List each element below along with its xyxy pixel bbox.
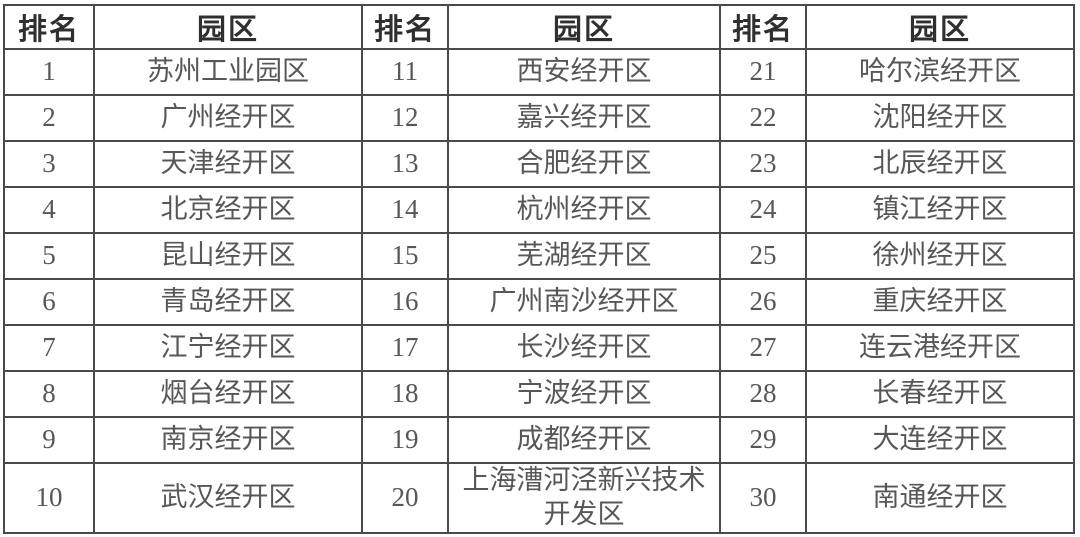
- rank-cell: 30: [719, 462, 807, 534]
- rank-cell: 14: [361, 186, 449, 234]
- table-row: 3 天津经开区 13 合肥经开区 23 北辰经开区: [3, 140, 1075, 188]
- rank-cell: 26: [719, 278, 807, 326]
- rank-header: 排名: [361, 4, 449, 50]
- table-row: 1 苏州工业园区 11 西安经开区 21 哈尔滨经开区: [3, 48, 1075, 96]
- table-row: 2 广州经开区 12 嘉兴经开区 22 沈阳经开区: [3, 94, 1075, 142]
- park-cell: 长春经开区: [805, 370, 1075, 418]
- park-cell: 连云港经开区: [805, 324, 1075, 372]
- rank-cell: 6: [3, 278, 95, 326]
- park-cell: 武汉经开区: [93, 462, 363, 534]
- park-cell: 北辰经开区: [805, 140, 1075, 188]
- table-row: 6 青岛经开区 16 广州南沙经开区 26 重庆经开区: [3, 278, 1075, 326]
- ranking-table: 排名 园区 排名 园区 排名 园区 1 苏州工业园区 11 西安经开区 21 哈…: [3, 4, 1075, 534]
- rank-cell: 19: [361, 416, 449, 464]
- table-row: 5 昆山经开区 15 芜湖经开区 25 徐州经开区: [3, 232, 1075, 280]
- park-header: 园区: [447, 4, 721, 50]
- park-cell: 沈阳经开区: [805, 94, 1075, 142]
- park-cell: 杭州经开区: [447, 186, 721, 234]
- park-cell: 昆山经开区: [93, 232, 363, 280]
- park-cell: 广州南沙经开区: [447, 278, 721, 326]
- rank-cell: 18: [361, 370, 449, 418]
- rank-cell: 5: [3, 232, 95, 280]
- rank-header: 排名: [3, 4, 95, 50]
- rank-cell: 20: [361, 462, 449, 534]
- table-row: 4 北京经开区 14 杭州经开区 24 镇江经开区: [3, 186, 1075, 234]
- park-cell: 宁波经开区: [447, 370, 721, 418]
- rank-cell: 23: [719, 140, 807, 188]
- park-cell: 大连经开区: [805, 416, 1075, 464]
- park-header: 园区: [805, 4, 1075, 50]
- header-row: 排名 园区 排名 园区 排名 园区: [3, 4, 1075, 50]
- park-cell: 江宁经开区: [93, 324, 363, 372]
- park-cell: 嘉兴经开区: [447, 94, 721, 142]
- rank-cell: 7: [3, 324, 95, 372]
- park-cell: 镇江经开区: [805, 186, 1075, 234]
- rank-header: 排名: [719, 4, 807, 50]
- rank-cell: 2: [3, 94, 95, 142]
- park-cell: 南京经开区: [93, 416, 363, 464]
- rank-cell: 11: [361, 48, 449, 96]
- rank-cell: 8: [3, 370, 95, 418]
- table-row: 9 南京经开区 19 成都经开区 29 大连经开区: [3, 416, 1075, 464]
- park-cell: 烟台经开区: [93, 370, 363, 418]
- rank-cell: 9: [3, 416, 95, 464]
- rank-cell: 29: [719, 416, 807, 464]
- park-cell: 重庆经开区: [805, 278, 1075, 326]
- park-cell: 上海漕河泾新兴技术开发区: [447, 462, 721, 534]
- rank-cell: 28: [719, 370, 807, 418]
- park-cell: 长沙经开区: [447, 324, 721, 372]
- park-header: 园区: [93, 4, 363, 50]
- rank-cell: 16: [361, 278, 449, 326]
- table-row: 7 江宁经开区 17 长沙经开区 27 连云港经开区: [3, 324, 1075, 372]
- park-cell: 南通经开区: [805, 462, 1075, 534]
- park-cell: 徐州经开区: [805, 232, 1075, 280]
- park-cell: 青岛经开区: [93, 278, 363, 326]
- park-cell: 西安经开区: [447, 48, 721, 96]
- table-row: 10 武汉经开区 20 上海漕河泾新兴技术开发区 30 南通经开区: [3, 462, 1075, 534]
- rank-cell: 4: [3, 186, 95, 234]
- rank-cell: 17: [361, 324, 449, 372]
- rank-cell: 12: [361, 94, 449, 142]
- table-row: 8 烟台经开区 18 宁波经开区 28 长春经开区: [3, 370, 1075, 418]
- park-cell: 天津经开区: [93, 140, 363, 188]
- rank-cell: 1: [3, 48, 95, 96]
- park-cell: 合肥经开区: [447, 140, 721, 188]
- rank-cell: 10: [3, 462, 95, 534]
- rank-cell: 27: [719, 324, 807, 372]
- rank-cell: 22: [719, 94, 807, 142]
- rank-cell: 25: [719, 232, 807, 280]
- park-cell: 芜湖经开区: [447, 232, 721, 280]
- park-cell: 北京经开区: [93, 186, 363, 234]
- park-cell: 广州经开区: [93, 94, 363, 142]
- rank-cell: 21: [719, 48, 807, 96]
- rank-cell: 15: [361, 232, 449, 280]
- rank-cell: 24: [719, 186, 807, 234]
- park-cell: 苏州工业园区: [93, 48, 363, 96]
- park-cell: 哈尔滨经开区: [805, 48, 1075, 96]
- rank-cell: 3: [3, 140, 95, 188]
- park-cell: 成都经开区: [447, 416, 721, 464]
- rank-cell: 13: [361, 140, 449, 188]
